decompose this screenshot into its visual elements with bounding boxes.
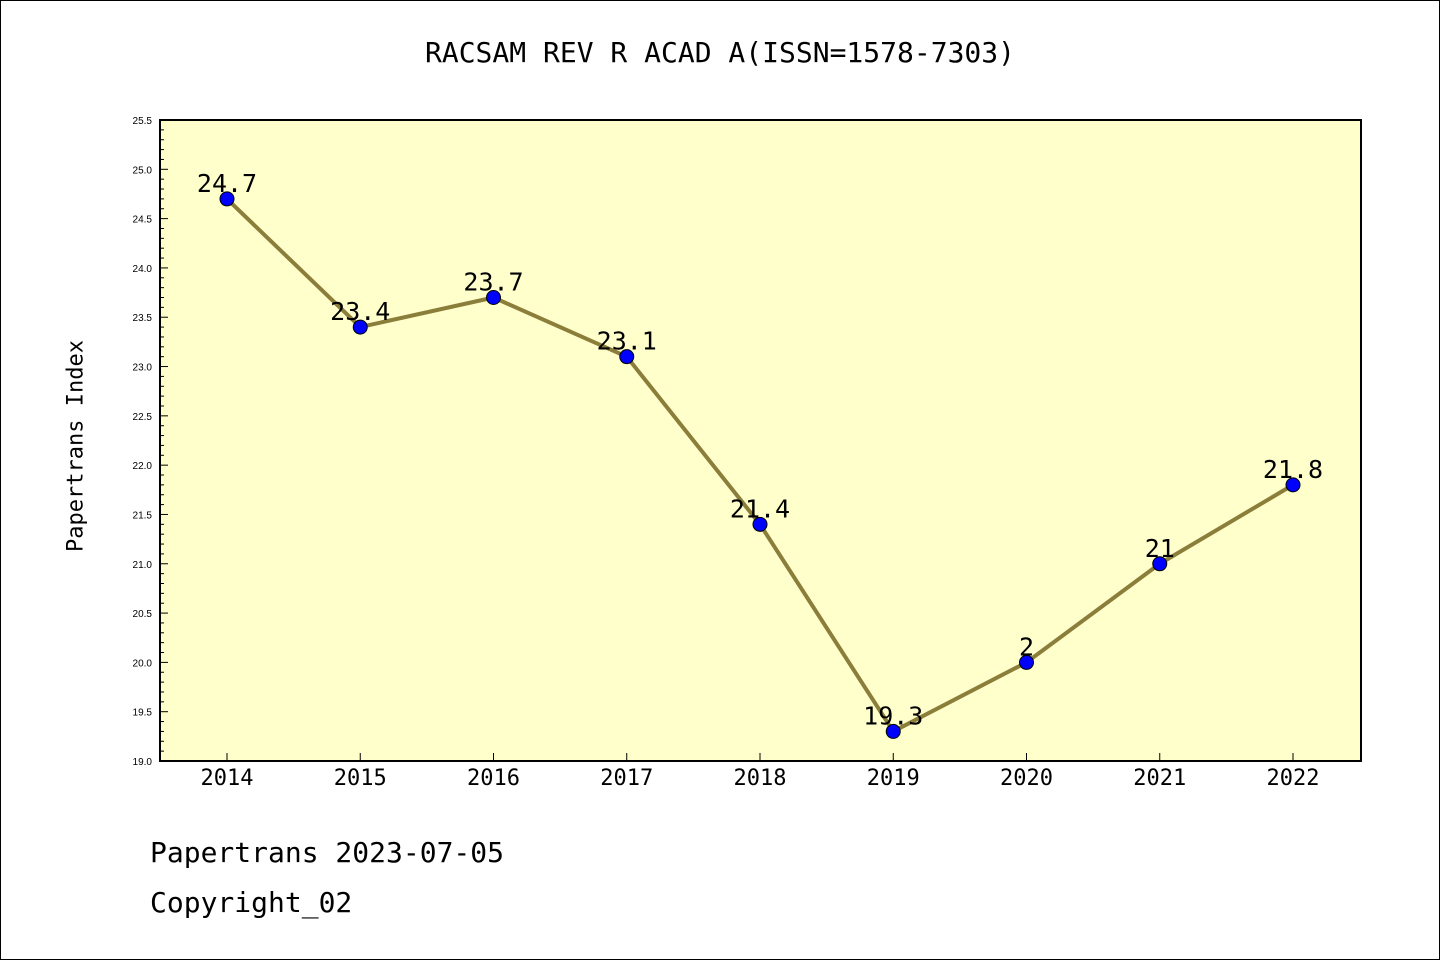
- footer-copyright: Copyright_02: [150, 886, 353, 919]
- data-label-2017: 23.1: [597, 327, 657, 356]
- data-label-2021: 21: [1145, 534, 1175, 563]
- y-axis: 19.0 19.5 20.0 20.5 21.0 21.5 22.0 22.5 23.0 23.5…: [133, 116, 168, 768]
- y-tick-label: 23.0: [133, 363, 153, 374]
- data-label-2019: 19.3: [863, 701, 923, 730]
- y-tick-label: 21.0: [133, 560, 153, 571]
- y-tick-label: 24.5: [133, 215, 153, 226]
- data-label-2014: 24.7: [197, 169, 257, 198]
- chart-title: RACSAM REV R ACAD A(ISSN=1578-7303): [424, 36, 1015, 69]
- y-tick-label: 19.0: [133, 757, 153, 768]
- y-tick-label: 21.5: [133, 510, 153, 521]
- y-tick-label: 22.5: [133, 412, 153, 423]
- data-label-2018: 21.4: [730, 494, 790, 523]
- x-axis: 2014 2015 2016 2017 2018 2019 2020 2021 2022: [201, 753, 1320, 791]
- data-point-2019: [885, 723, 901, 739]
- y-tick-label: 24.0: [133, 264, 153, 275]
- data-point-2020: [1019, 654, 1034, 670]
- x-tick-label: 2017: [600, 766, 653, 791]
- data-point-2016: [486, 290, 501, 306]
- data-point-2022: [1285, 477, 1301, 493]
- footer-date: Papertrans 2023-07-05: [150, 836, 505, 869]
- x-tick-label: 2014: [201, 766, 254, 791]
- plot-area: [159, 119, 1362, 762]
- y-tick-label: 19.5: [133, 708, 153, 719]
- data-point-2021: [1152, 556, 1168, 572]
- series-markers-group: [219, 191, 1301, 739]
- data-point-2018: [752, 516, 768, 532]
- series-labels-group: 24.7 23.4 23.7 23.1 21.4 19.3 2 21 21.8: [197, 169, 1323, 731]
- data-point-2015: [352, 319, 368, 335]
- data-point-2014: [219, 191, 235, 207]
- x-tick-label: 2022: [1267, 766, 1320, 791]
- data-label-2016: 23.7: [463, 268, 523, 297]
- y-tick-label: 25.0: [133, 165, 153, 176]
- x-tick-label: 2020: [1000, 766, 1053, 791]
- x-tick-label: 2016: [467, 766, 520, 791]
- y-tick-label: 22.0: [133, 461, 153, 472]
- x-tick-label: 2018: [734, 766, 787, 791]
- y-tick-label: 20.0: [133, 658, 153, 669]
- data-point-2017: [619, 349, 635, 365]
- data-label-2020: 2: [1019, 632, 1034, 661]
- data-label-2022: 21.8: [1263, 455, 1323, 484]
- x-tick-label: 2015: [334, 766, 387, 791]
- y-tick-label: 20.5: [133, 609, 153, 620]
- y-tick-label: 25.5: [133, 116, 153, 127]
- x-tick-label: 2021: [1133, 766, 1186, 791]
- x-tick-label: 2019: [867, 766, 920, 791]
- y-tick-label: 23.5: [133, 313, 153, 324]
- data-label-2015: 23.4: [330, 297, 390, 326]
